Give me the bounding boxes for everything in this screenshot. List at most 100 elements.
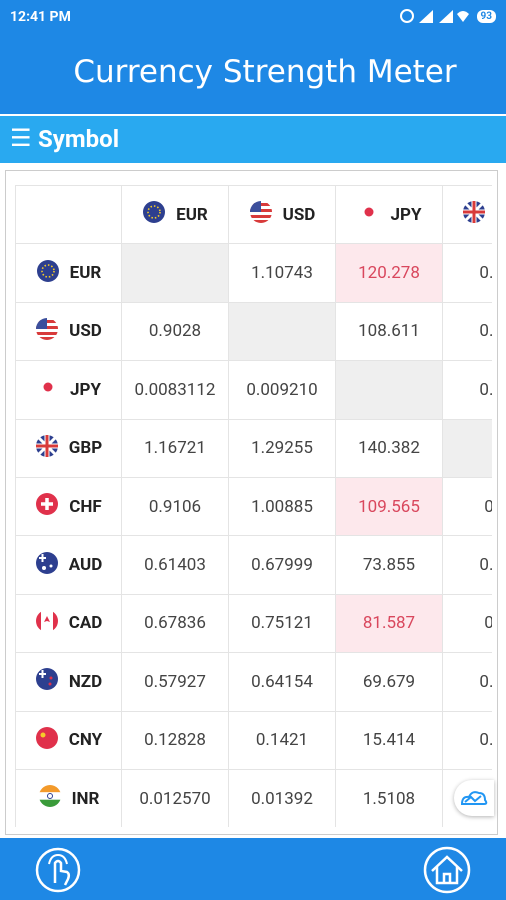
app-header: Currency Strength Meter (0, 36, 506, 114)
rate-cell: 0.7 (442, 476, 492, 537)
menu-icon[interactable]: ☰ (10, 124, 32, 152)
flag-icon (36, 259, 60, 288)
rate-cell: 0.67836 (121, 593, 229, 654)
symbol: JPY (17, 375, 121, 404)
rate-cell: 0.0083112 (121, 360, 229, 420)
header-cell: GBP (442, 185, 493, 245)
rate-cell: 120.278 (335, 243, 443, 303)
flag-icon (35, 667, 59, 696)
flag-icon (36, 375, 60, 404)
flag-icon (35, 609, 59, 638)
flag-icon (35, 434, 59, 463)
rate-cell: 108.611 (335, 301, 443, 362)
currency-code: GBP (68, 438, 103, 459)
symbol: GBP (444, 200, 493, 229)
currency-code: INR (71, 788, 100, 809)
table-row: GBP 1.16721 1.29255 140.382 (15, 418, 492, 478)
flag-icon (462, 200, 486, 229)
currency-code: NZD (68, 671, 103, 692)
flag-icon (142, 200, 166, 229)
rate-cell: 0.9028 (121, 301, 229, 362)
symbol: USD (17, 317, 121, 346)
rate-cell: 0.00 (442, 360, 492, 420)
toolbar[interactable]: ☰ Symbol (0, 116, 506, 163)
symbol: EUR (17, 259, 121, 288)
rate-cell: 0.1421 (228, 710, 336, 770)
symbol: AUD (17, 551, 121, 580)
rate-cell: 1.10743 (228, 243, 336, 303)
rate-cell: 0.64154 (228, 652, 336, 712)
currency-code: CHF (69, 496, 102, 517)
flag-icon (249, 200, 273, 229)
symbol: JPY (337, 200, 442, 229)
rate-cell: 0.009210 (228, 360, 336, 420)
currency-code: JPY (70, 379, 101, 400)
symbol: CAD (17, 609, 121, 638)
header-cell: JPY (335, 185, 443, 245)
currency-code: CNY (68, 730, 103, 751)
empty-cell (442, 418, 492, 478)
rate-cell: 69.679 (335, 652, 443, 712)
chart-button[interactable] (454, 780, 494, 816)
header-cell: INR (15, 768, 122, 827)
header-cell: EUR (15, 243, 122, 303)
home-button[interactable] (423, 846, 471, 894)
touch-button[interactable] (35, 847, 81, 893)
rate-cell: 73.855 (335, 535, 443, 595)
flag-icon (357, 200, 381, 229)
header-row: EUR USD JPY GBP (15, 185, 493, 245)
currency-code: CAD (68, 613, 103, 634)
empty-cell (121, 243, 229, 303)
rate-cell: 0.67999 (228, 535, 336, 595)
rate-cell: 0.85 (442, 243, 492, 303)
rate-cell: 109.565 (335, 476, 443, 537)
rate-cell: 0.5 (442, 593, 492, 654)
rate-cell: 0.49 (442, 652, 492, 712)
header-cell: EUR (121, 185, 229, 245)
rate-cell: 0.9106 (121, 476, 229, 537)
flag-icon (35, 492, 59, 521)
flag-icon (35, 317, 59, 346)
header-cell: CNY (15, 710, 122, 770)
symbol: INR (17, 784, 121, 813)
flag-icon (35, 726, 59, 755)
currency-code: EUR (69, 263, 102, 284)
corner-cell (15, 185, 122, 245)
rate-cell: 0.01392 (228, 768, 336, 827)
rate-cell: 0.77 (442, 301, 492, 362)
header-cell: AUD (15, 535, 122, 595)
rate-cell: 1.5108 (335, 768, 443, 827)
symbol: USD (230, 200, 335, 229)
rate-cell: 0.52 (442, 535, 492, 595)
currency-code: USD (69, 321, 102, 342)
symbol: EUR (123, 200, 228, 229)
status-bar: 12:41 PM 93 (0, 0, 506, 36)
rate-cell: 81.587 (335, 593, 443, 654)
signal-icons (399, 9, 469, 23)
empty-cell (228, 301, 336, 362)
rate-cell: 15.414 (335, 710, 443, 770)
rate-cell: 0.57927 (121, 652, 229, 712)
header-cell: CHF (15, 476, 122, 537)
symbol: CHF (17, 492, 121, 521)
toolbar-label: Symbol (38, 125, 120, 153)
symbol: NZD (17, 667, 121, 696)
battery: 93 (476, 9, 496, 23)
bottom-bar (0, 838, 506, 900)
app-title: Currency Strength Meter (73, 54, 457, 90)
rate-cell: 0.10 (442, 710, 492, 770)
currency-code: EUR (176, 204, 208, 225)
rate-cell: 0.75121 (228, 593, 336, 654)
